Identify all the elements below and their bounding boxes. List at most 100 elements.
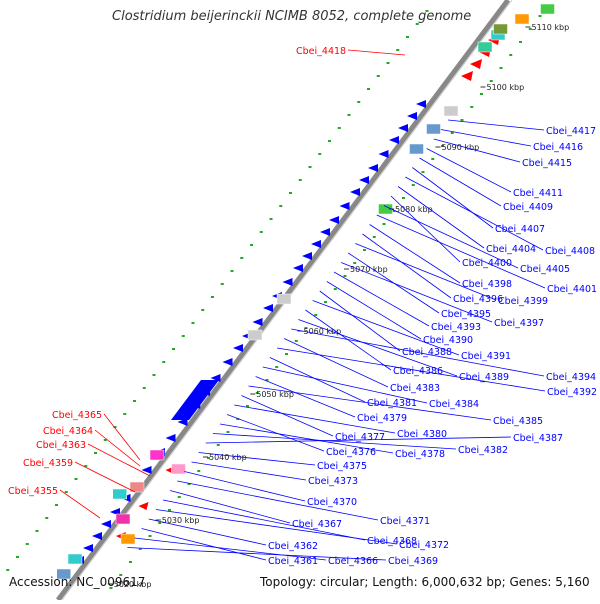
gc-dot bbox=[109, 587, 113, 589]
leader-line bbox=[87, 443, 151, 477]
leader-line bbox=[269, 357, 366, 403]
gc-dot bbox=[142, 387, 146, 389]
gc-dot bbox=[246, 405, 249, 407]
gc-dot bbox=[372, 236, 376, 238]
leader-line bbox=[362, 233, 452, 299]
reverse-gene-mark bbox=[141, 466, 152, 474]
leader-line bbox=[426, 148, 512, 193]
ruler-label: 5020 kbp bbox=[114, 580, 152, 589]
gene-label-red: Cbei_4363 bbox=[36, 440, 86, 451]
gene-label-blue: Cbei_4405 bbox=[520, 264, 570, 275]
gc-dot bbox=[129, 561, 132, 563]
gc-dot bbox=[94, 452, 97, 454]
gene-label-red: Cbei_4364 bbox=[43, 426, 93, 437]
gene-label-blue: Cbei_4391 bbox=[461, 351, 511, 362]
gene-label-blue: Cbei_4399 bbox=[498, 296, 548, 307]
gc-dot bbox=[431, 158, 435, 160]
leader-line bbox=[319, 290, 401, 352]
ruler-label: 5040 kbp bbox=[209, 453, 247, 462]
gene-label-blue: Cbei_4385 bbox=[493, 416, 543, 427]
map-title: Clostridium beijerinckii NCIMB 8052, com… bbox=[112, 9, 472, 24]
gene-label-blue: Cbei_4392 bbox=[547, 387, 597, 398]
leader-line bbox=[212, 433, 457, 450]
feature-box bbox=[67, 553, 83, 565]
gene-label-blue: Cbei_4370 bbox=[307, 497, 357, 508]
gene-label-blue: Cbei_4408 bbox=[545, 246, 595, 257]
leader-line bbox=[340, 262, 493, 323]
reverse-gene-mark bbox=[263, 304, 273, 312]
gene-label-blue: Cbei_4411 bbox=[513, 188, 563, 199]
gc-dot bbox=[211, 296, 214, 298]
gc-dot bbox=[16, 556, 19, 558]
gc-dot bbox=[489, 80, 493, 82]
gc-dot bbox=[357, 101, 361, 103]
gene-label-blue: Cbei_4366 bbox=[328, 556, 378, 567]
gene-label-blue: Cbei_4387 bbox=[513, 433, 563, 444]
gene-label-blue: Cbei_4398 bbox=[462, 279, 512, 290]
feature-box bbox=[514, 13, 530, 25]
gc-dot bbox=[324, 301, 327, 303]
reverse-gene-mark bbox=[302, 252, 312, 260]
gc-dot bbox=[499, 67, 503, 69]
gc-dot bbox=[255, 392, 259, 394]
feature-box bbox=[149, 449, 165, 461]
feature-box bbox=[115, 513, 131, 525]
gc-dot bbox=[347, 114, 351, 116]
leader-line bbox=[276, 347, 546, 392]
leader-line bbox=[369, 224, 461, 284]
gc-dot bbox=[216, 444, 220, 446]
gc-dot bbox=[402, 197, 405, 199]
gene-label-red: Cbei_4359 bbox=[23, 458, 73, 469]
gc-dot bbox=[308, 166, 312, 168]
leader-line bbox=[134, 537, 327, 561]
leader-line bbox=[298, 319, 458, 377]
gc-dot bbox=[406, 36, 409, 38]
reverse-gene-mark bbox=[233, 344, 243, 352]
ruler-label: 5090 kbp bbox=[442, 143, 480, 152]
gene-label-blue: Cbei_4409 bbox=[503, 202, 553, 213]
leader-line bbox=[198, 452, 316, 466]
gc-dot bbox=[363, 249, 366, 251]
ruler-label: 5070 kbp bbox=[350, 265, 388, 274]
gene-label-blue: Cbei_4394 bbox=[546, 372, 596, 383]
leader-line bbox=[127, 547, 387, 561]
leader-line bbox=[191, 461, 307, 481]
gene-label-blue: Cbei_4386 bbox=[393, 366, 443, 377]
gc-dot bbox=[152, 374, 156, 376]
reverse-gene-mark bbox=[320, 228, 330, 236]
gene-label-blue: Cbei_4389 bbox=[459, 372, 509, 383]
gc-dot bbox=[133, 400, 136, 402]
ruler-label: 5050 kbp bbox=[256, 390, 294, 399]
leader-line bbox=[283, 338, 389, 388]
reverse-gene-mark bbox=[101, 520, 111, 528]
gc-dot bbox=[35, 530, 39, 532]
gc-dot bbox=[201, 309, 205, 311]
gene-label-blue: Cbei_4415 bbox=[522, 158, 572, 169]
gc-dot bbox=[318, 153, 322, 155]
leader-line bbox=[262, 366, 428, 404]
gc-dot bbox=[382, 223, 386, 225]
gc-dot bbox=[168, 509, 171, 511]
gc-dot bbox=[240, 257, 244, 259]
reverse-gene-mark bbox=[339, 202, 350, 210]
leader-line bbox=[405, 176, 544, 251]
reverse-gene-mark bbox=[378, 150, 389, 158]
leader-line bbox=[141, 528, 267, 561]
gene-label-blue: Cbei_4369 bbox=[388, 556, 438, 567]
gc-dot bbox=[304, 327, 308, 329]
reverse-gene-mark bbox=[293, 264, 303, 272]
gc-dot bbox=[265, 379, 269, 381]
gc-dot bbox=[123, 413, 127, 415]
gc-dot bbox=[386, 62, 390, 64]
gc-dot bbox=[45, 517, 49, 519]
gene-label-red: Cbei_4418 bbox=[296, 46, 346, 57]
gc-dot bbox=[279, 205, 283, 207]
gc-dot bbox=[285, 353, 288, 355]
gc-dot bbox=[337, 127, 341, 129]
ruler-label: 5080 kbp bbox=[395, 205, 433, 214]
gc-dot bbox=[113, 426, 117, 428]
reverse-gene-mark bbox=[329, 216, 339, 224]
reverse-gene-mark bbox=[252, 318, 263, 326]
gene-label-blue: Cbei_4390 bbox=[423, 335, 473, 346]
leader-line bbox=[383, 205, 519, 269]
